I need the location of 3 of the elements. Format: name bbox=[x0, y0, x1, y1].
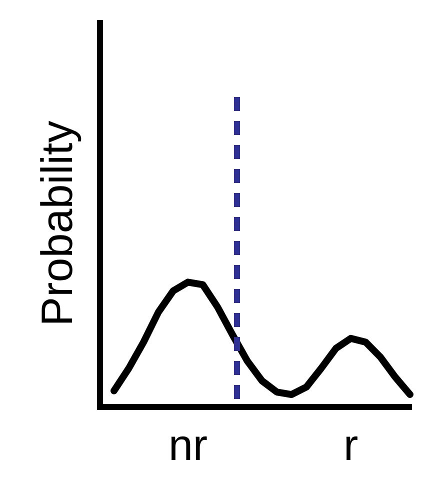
x-tick-label: nr bbox=[168, 421, 208, 470]
y-axis-title: Probability bbox=[33, 120, 82, 326]
x-tick-label: r bbox=[343, 421, 358, 470]
